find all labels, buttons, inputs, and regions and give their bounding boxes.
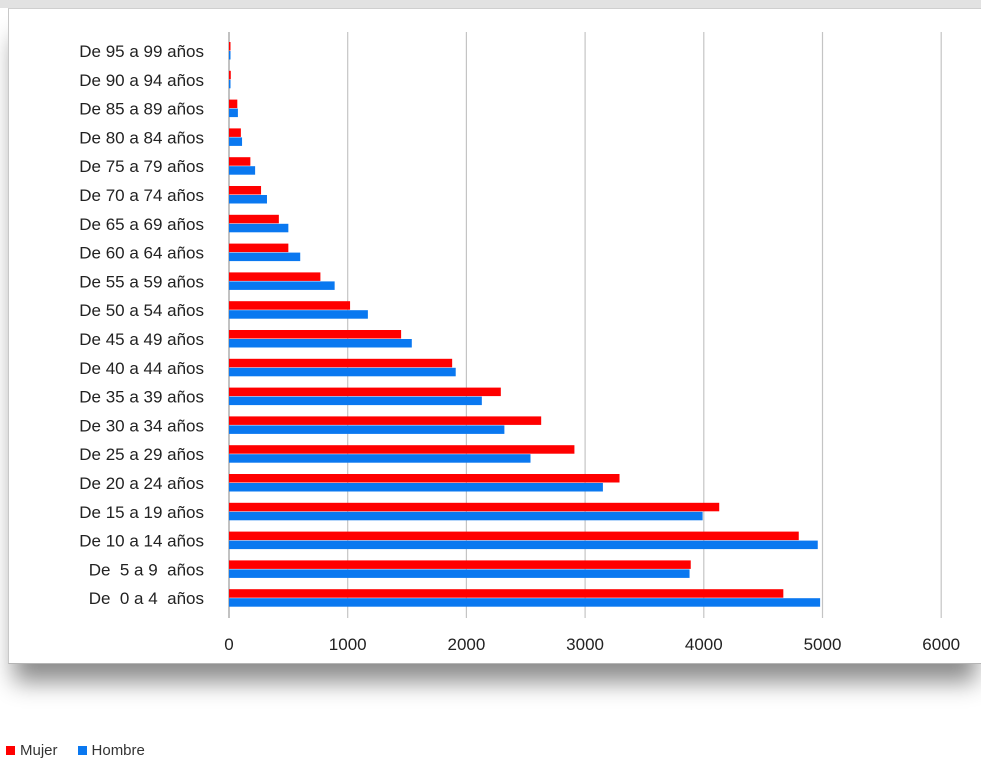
bar-hombre — [229, 166, 256, 175]
bar-mujer — [229, 330, 402, 339]
bar-mujer — [229, 560, 691, 569]
legend-item-hombre: Hombre — [77, 742, 145, 759]
category-labels: De 95 a 99 años De 90 a 94 años De 85 a 89… — [79, 42, 204, 608]
legend-label-hombre: Hombre — [91, 742, 145, 759]
bar-hombre — [229, 195, 267, 204]
bar-hombre — [229, 454, 531, 463]
category-label: De 10 a 14 años — [79, 532, 204, 551]
bar-mujer — [229, 387, 501, 397]
category-label: De 90 a 94 años — [79, 71, 204, 90]
bar-mujer — [229, 301, 351, 310]
category-label: De 55 a 59 años — [79, 272, 204, 291]
category-label: De 85 a 89 años — [79, 100, 204, 119]
bar-hombre — [229, 425, 505, 434]
bar-hombre — [229, 339, 412, 348]
legend-swatch-hombre — [77, 746, 87, 755]
bar-hombre — [229, 396, 482, 406]
category-label: De 20 a 24 años — [79, 474, 204, 493]
bar-mujer — [229, 358, 453, 368]
bar-mujer — [229, 128, 241, 137]
category-label: De 40 a 44 años — [79, 359, 204, 378]
category-label: De 65 a 69 años — [79, 215, 204, 234]
bar-hombre — [229, 598, 821, 607]
legend-swatch-mujer — [6, 746, 15, 755]
x-tick-labels: 0 1000 2000 3000 4000 5000 6000 — [224, 635, 960, 654]
category-label: De 80 a 84 años — [79, 128, 204, 147]
bar-hombre — [229, 511, 703, 521]
gridlines — [228, 32, 942, 618]
bar-hombre — [229, 367, 456, 377]
x-tick-label: 6000 — [922, 635, 960, 654]
bar-mujer — [229, 531, 799, 541]
bar-hombre — [229, 79, 231, 89]
category-label: De 30 a 34 años — [79, 416, 204, 435]
bar-mujer — [229, 186, 262, 195]
x-tick-label: 5000 — [804, 635, 842, 654]
bar-hombre — [229, 310, 368, 319]
bar-mujer — [229, 157, 251, 166]
legend: Mujer Hombre — [6, 742, 145, 759]
bar-hombre — [229, 569, 690, 578]
bar-mujer — [229, 502, 720, 512]
category-label: De 70 a 74 años — [79, 186, 204, 205]
bar-mujer — [229, 99, 238, 109]
category-label: De 0 a 4 años — [89, 589, 204, 608]
legend-label-mujer: Mujer — [20, 742, 58, 759]
x-tick-label: 3000 — [566, 635, 604, 654]
category-label: De 95 a 99 años — [79, 42, 204, 61]
bar-hombre — [229, 108, 238, 118]
bar-mujer — [229, 214, 279, 224]
bar-mujer — [229, 42, 231, 51]
bar-hombre — [229, 483, 603, 492]
population-bar-chart: De 95 a 99 años De 90 a 94 años De 85 a 89… — [79, 32, 960, 654]
bar-mujer — [229, 70, 231, 80]
bar-hombre — [229, 51, 231, 60]
bar-mujer — [229, 272, 321, 281]
bar-mujer — [229, 416, 542, 425]
chart-frame — [8, 8, 981, 664]
bars — [229, 42, 821, 607]
bar-hombre — [229, 281, 335, 290]
category-label: De 5 a 9 años — [89, 560, 204, 579]
bar-hombre — [229, 223, 289, 233]
x-tick-label: 0 — [224, 635, 233, 654]
x-tick-label: 4000 — [685, 635, 723, 654]
bar-mujer — [229, 589, 784, 598]
x-tick-label: 1000 — [329, 635, 367, 654]
bar-mujer — [229, 445, 575, 454]
category-label: De 45 a 49 años — [79, 330, 204, 349]
bar-hombre — [229, 540, 818, 550]
bar-hombre — [229, 252, 301, 262]
category-label: De 35 a 39 años — [79, 388, 204, 407]
category-label: De 25 a 29 años — [79, 445, 204, 464]
legend-item-mujer: Mujer — [6, 742, 58, 759]
bar-mujer — [229, 474, 620, 483]
bar-mujer — [229, 243, 289, 253]
category-label: De 60 a 64 años — [79, 244, 204, 263]
category-label: De 75 a 79 años — [79, 157, 204, 176]
top-rule — [0, 0, 981, 8]
bar-hombre — [229, 137, 243, 146]
category-label: De 50 a 54 años — [79, 301, 204, 320]
x-tick-label: 2000 — [447, 635, 485, 654]
category-label: De 15 a 19 años — [79, 503, 204, 522]
